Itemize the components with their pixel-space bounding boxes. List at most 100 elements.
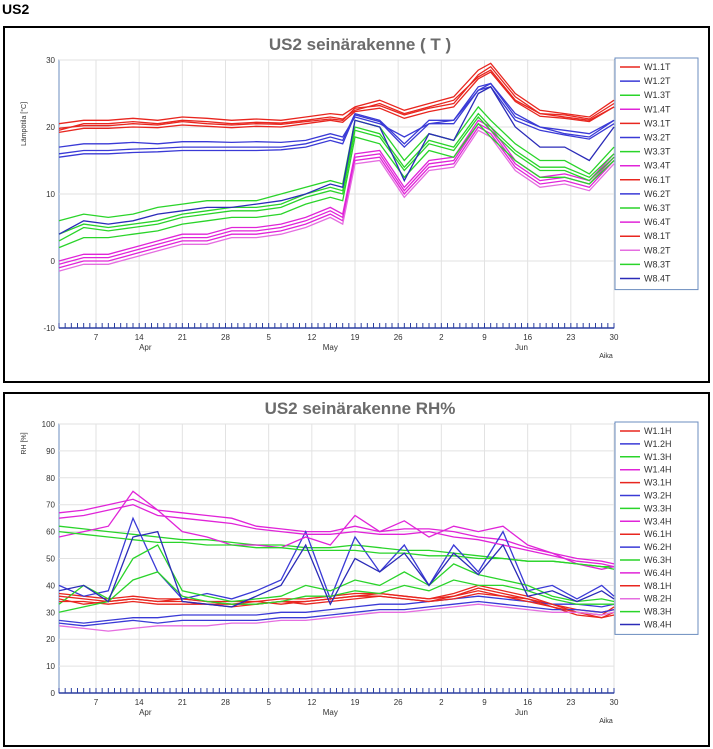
rh-series-w3-1h — [58, 584, 615, 616]
temp-legend — [614, 57, 699, 291]
temp-y-tick-label: -10 — [43, 324, 55, 333]
rh-y-tick-label: 90 — [46, 447, 55, 456]
temp-x-tick-label: 23 — [566, 333, 575, 342]
page-title: US2 — [2, 1, 30, 17]
rh-x-axis-label: Aika — [599, 718, 613, 725]
rh-month-label: Jun — [515, 708, 528, 717]
temp-series-w1-1t — [58, 62, 615, 125]
temp-series-w1-2t — [58, 82, 615, 148]
rh-y-tick-label: 60 — [46, 528, 55, 537]
rh-series-w8-3h — [58, 571, 614, 613]
temp-legend-label: W8.1T — [644, 231, 671, 241]
temp-x-tick-label: 9 — [482, 333, 487, 342]
rh-legend-label: W8.2H — [644, 594, 672, 604]
rh-x-tick-label: 14 — [135, 698, 144, 707]
temp-legend-label: W8.2T — [644, 245, 671, 255]
temp-legend-label: W6.1T — [644, 175, 671, 185]
temp-x-tick-label: 19 — [351, 333, 360, 342]
temp-y-tick-label: 30 — [46, 56, 55, 65]
temp-y-axis-label: Lämpötila [°C] — [20, 102, 28, 146]
rh-x-tick-label: 30 — [610, 698, 619, 707]
temp-series-w6-3t — [58, 115, 615, 242]
temp-series-w3-2t — [58, 82, 615, 155]
rh-chart-title: US2 seinärakenne RH% — [265, 399, 456, 418]
rh-series-w8-4h — [58, 530, 615, 608]
temp-legend-label: W1.2T — [644, 76, 671, 86]
humidity-chart: US2 seinärakenne RH% 0 10 20 30 40 50 60 70 80 90 1… — [21, 399, 699, 725]
rh-legend-label: W3.4H — [644, 516, 672, 526]
temp-month-label: Apr — [139, 343, 152, 352]
rh-x-tick-label: 21 — [178, 698, 187, 707]
rh-legend-label: W8.4H — [644, 620, 672, 630]
temp-x-tick-label: 5 — [266, 333, 271, 342]
temp-series-w8-3t — [58, 122, 615, 249]
temp-y-tick-label: 20 — [46, 123, 55, 132]
rh-legend-label: W3.2H — [644, 491, 672, 501]
rh-legend-label: W6.4H — [644, 568, 672, 578]
rh-series-w3-3h — [58, 544, 615, 605]
rh-series-w8-2h — [58, 603, 615, 632]
rh-y-tick-label: 10 — [46, 662, 55, 671]
temp-x-tick-label: 26 — [394, 333, 403, 342]
temp-legend-label: W1.3T — [644, 90, 671, 100]
rh-x-tick-label: 28 — [221, 698, 230, 707]
temp-legend-label: W1.4T — [644, 104, 671, 114]
rh-month-label: May — [323, 708, 338, 717]
temp-legend-label: W8.3T — [644, 259, 671, 269]
temp-series-w6-4t — [58, 126, 615, 269]
rh-y-axis-label: RH [%] — [21, 432, 28, 454]
temp-legend-label: W3.3T — [644, 147, 671, 157]
temp-series-w8-1t — [58, 71, 615, 134]
temperature-chart-panel: US2 seinärakenne ( T ) -10 0 10 20 30 7 14 21 28 5… — [3, 26, 710, 383]
temp-x-tick-label: 30 — [610, 333, 619, 342]
rh-series-w6-1h — [58, 587, 615, 619]
rh-legend-label: W6.3H — [644, 555, 672, 565]
temperature-chart: US2 seinärakenne ( T ) -10 0 10 20 30 7 14 21 28 5… — [20, 35, 699, 360]
humidity-chart-panel: US2 seinärakenne RH% 0 10 20 30 40 50 60 70 80 90 1… — [3, 392, 710, 747]
rh-x-tick-label: 5 — [266, 698, 271, 707]
rh-legend-label: W6.1H — [644, 529, 672, 539]
rh-y-tick-label: 20 — [46, 635, 55, 644]
rh-x-tick-label: 19 — [351, 698, 360, 707]
temp-series-w6-2t — [58, 86, 615, 158]
rh-legend-label: W8.3H — [644, 607, 672, 617]
rh-legend-label: W8.1H — [644, 581, 672, 591]
rh-legend-label: W1.3H — [644, 452, 672, 462]
rh-month-label: Apr — [139, 708, 152, 717]
temp-x-axis-label: Aika — [599, 353, 613, 360]
temp-legend-label: W6.3T — [644, 203, 671, 213]
rh-y-tick-label: 70 — [46, 501, 55, 510]
temp-legend-label: W3.1T — [644, 118, 671, 128]
rh-legend-label: W6.2H — [644, 542, 672, 552]
rh-series-w1-4h — [58, 498, 615, 565]
temp-legend-label: W6.4T — [644, 217, 671, 227]
rh-y-tick-label: 80 — [46, 474, 55, 483]
temp-y-tick-label: 10 — [46, 190, 55, 199]
rh-series-w3-2h — [58, 516, 615, 601]
temp-x-tick-label: 14 — [135, 333, 144, 342]
rh-series-w6-3h — [58, 530, 615, 570]
temp-y-tick-label: 0 — [51, 257, 56, 266]
rh-y-tick-label: 50 — [46, 555, 55, 564]
temp-month-label: Jun — [515, 343, 528, 352]
rh-x-tick-label: 2 — [439, 698, 444, 707]
rh-legend-label: W1.4H — [644, 465, 672, 475]
rh-x-tick-label: 26 — [394, 698, 403, 707]
rh-series-w3-4h — [58, 490, 615, 570]
temp-x-tick-label: 16 — [523, 333, 532, 342]
temp-legend-label: W6.2T — [644, 189, 671, 199]
temp-series-w3-1t — [58, 69, 615, 131]
rh-legend-label: W1.2H — [644, 439, 672, 449]
rh-series-w6-4h — [58, 504, 615, 568]
rh-series-w8-1h — [59, 592, 615, 619]
rh-y-tick-label: 100 — [42, 420, 56, 429]
temp-legend-label: W8.4T — [644, 274, 671, 284]
rh-x-tick-label: 23 — [566, 698, 575, 707]
temp-x-tick-label: 7 — [94, 333, 99, 342]
rh-y-tick-label: 30 — [46, 608, 55, 617]
rh-y-tick-label: 40 — [46, 581, 55, 590]
rh-series-w6-2h — [58, 600, 615, 627]
temp-x-tick-label: 12 — [307, 333, 316, 342]
temp-series-w6-1t — [58, 65, 615, 129]
rh-y-tick-label: 0 — [51, 689, 56, 698]
